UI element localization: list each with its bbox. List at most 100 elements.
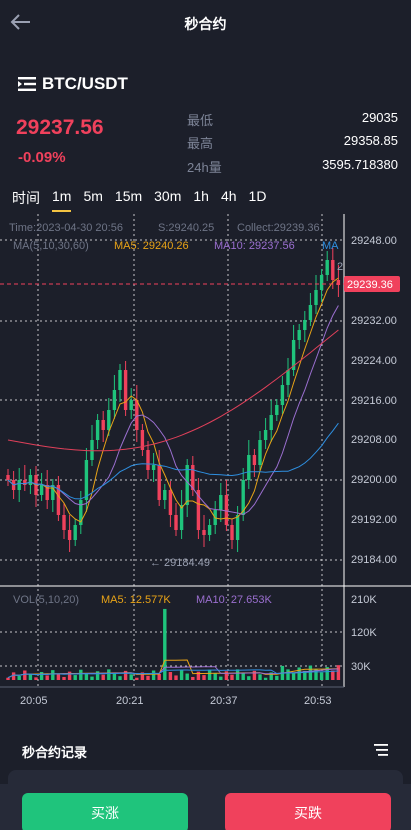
volume-bar — [123, 670, 128, 680]
ma60-line — [7, 329, 339, 452]
ma30-line — [7, 422, 339, 500]
kline-chart[interactable]: 29239.36 29248.00 29232.00 29224.00 2921… — [0, 214, 411, 724]
stat-volume: 24h量 3595.718380 — [187, 157, 398, 175]
volume-bar — [90, 676, 94, 680]
volume-bar — [269, 672, 273, 680]
candle-body — [291, 340, 296, 370]
candle-body — [45, 485, 49, 500]
y-tick: 29192.00 — [351, 514, 397, 526]
stat-label: 最低 — [187, 113, 214, 128]
volume-bar — [79, 669, 83, 680]
vol-header: VOL(5,10,20) — [13, 594, 79, 606]
candle-body — [202, 530, 206, 535]
candle-body — [280, 385, 285, 405]
volume-bar — [230, 674, 234, 680]
buy-up-button[interactable]: 买涨 — [22, 793, 188, 830]
tab-30m[interactable]: 30m — [154, 188, 182, 204]
volume-bar — [151, 670, 156, 680]
volume-bar — [179, 670, 184, 680]
volume-bar — [67, 671, 72, 680]
volume-bar — [196, 671, 201, 680]
candle-body — [331, 260, 335, 280]
top-bar: 秒合约 — [0, 0, 411, 46]
volume-bar — [258, 674, 262, 680]
candle-body — [28, 475, 33, 485]
high-marker: 2 — [337, 261, 343, 273]
volume-bar — [331, 670, 335, 680]
candle-body — [107, 410, 111, 430]
vol-ma5-label: MA5: 12.577K — [101, 594, 171, 606]
y-tick: 29224.00 — [351, 355, 397, 367]
y-tick: 29200.00 — [351, 474, 397, 486]
stat-value: 3595.718380 — [322, 157, 398, 172]
tab-1m[interactable]: 1m — [52, 188, 72, 212]
candle-body — [269, 415, 273, 430]
candle-body — [151, 465, 156, 470]
stat-value: 29358.85 — [343, 133, 398, 148]
tab-15m[interactable]: 15m — [114, 188, 143, 204]
symbol-name: BTC/USDT — [42, 74, 128, 93]
stat-high: 最高 29358.85 — [187, 133, 398, 151]
volume-bar — [28, 673, 33, 680]
vol-tick: 120K — [351, 627, 377, 639]
stat-value: 29035 — [361, 110, 398, 125]
tab-1h[interactable]: 1h — [193, 188, 209, 204]
candle-body — [207, 525, 212, 535]
volume-bar — [241, 672, 245, 680]
tab-4h[interactable]: 4h — [220, 188, 237, 204]
volume-bar — [308, 665, 313, 680]
candle-body — [90, 440, 94, 460]
last-price-tag — [344, 276, 400, 292]
candle-body — [263, 430, 268, 440]
vol-ma10-label: MA10: 27.653K — [196, 594, 272, 606]
volume-bar — [219, 676, 223, 680]
tab-5m[interactable]: 5m — [83, 188, 103, 204]
volume-bar — [39, 672, 44, 680]
candle-body — [123, 370, 128, 410]
tab-1d[interactable]: 1D — [248, 188, 267, 204]
candle-body — [84, 460, 89, 500]
volume-bar — [224, 671, 229, 680]
y-tick: 29208.00 — [351, 434, 397, 446]
volume-bar — [247, 676, 251, 680]
candle-body — [73, 525, 77, 540]
volume-bar — [202, 675, 206, 680]
arrow-left-icon[interactable] — [8, 9, 34, 35]
volume-bar — [140, 672, 145, 680]
menu-icon[interactable] — [374, 744, 388, 756]
candle-body — [297, 330, 301, 340]
candle-body — [56, 485, 61, 515]
candle-body — [336, 280, 341, 285]
volume-bar — [263, 677, 268, 680]
ma-header: MA(5,10,30,60) — [13, 240, 89, 252]
volume-bar — [129, 674, 133, 680]
candle-body — [135, 400, 139, 430]
vol-tick: 210K — [351, 594, 377, 606]
candle-body — [191, 465, 195, 490]
symbol-selector[interactable]: BTC/USDT — [18, 74, 128, 94]
stat-low: 最低 29035 — [187, 110, 398, 128]
volume-bar — [275, 675, 279, 680]
candle-body — [168, 490, 173, 515]
stat-label: 24h量 — [187, 160, 222, 175]
candle-body — [67, 530, 72, 540]
y-tick: 29184.00 — [351, 554, 397, 566]
candle-body — [319, 275, 324, 290]
candle-body — [140, 430, 145, 450]
candle-body — [17, 480, 21, 490]
candle-body — [95, 420, 100, 440]
volume-bar — [314, 668, 318, 680]
candle-body — [163, 490, 167, 500]
last-price-label: 29239.36 — [347, 279, 393, 291]
candle-body — [39, 485, 44, 495]
candle-body — [325, 260, 329, 275]
buy-down-button[interactable]: 买跌 — [225, 793, 391, 830]
candle-body — [129, 400, 133, 410]
volume-bar — [112, 672, 117, 680]
volume-bar — [286, 669, 290, 680]
candle-body — [241, 480, 245, 515]
candle-body — [219, 495, 223, 510]
volume-bar — [135, 677, 139, 680]
volume-bar — [168, 672, 173, 680]
tab-time[interactable]: 时间 — [12, 190, 40, 206]
